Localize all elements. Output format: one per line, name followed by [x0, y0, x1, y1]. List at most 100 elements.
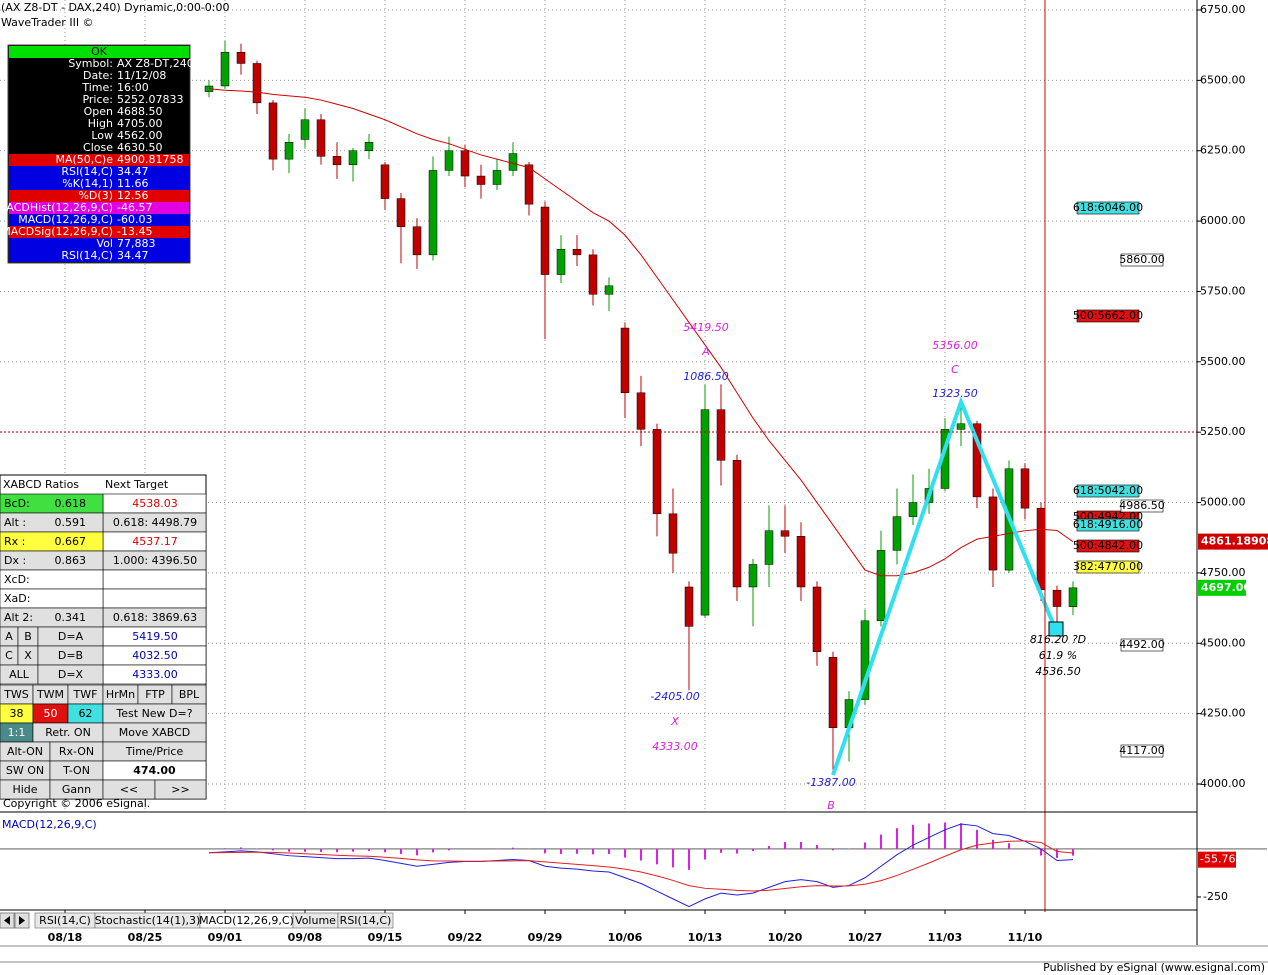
panel-button-label[interactable]: SW ON	[6, 764, 44, 777]
pattern-label: 816.20 ?D	[1030, 633, 1086, 646]
xabcd-button-label[interactable]: A	[5, 630, 13, 643]
candle-body	[588, 254, 598, 295]
window-title: (AX Z8-DT - DAX,240) Dynamic,0:00-0:00	[1, 1, 230, 14]
target-value: 4538.03	[132, 497, 178, 510]
candle-body	[652, 429, 662, 515]
histogram-bar	[352, 848, 354, 852]
tab[interactable]	[337, 912, 394, 929]
panel-button-label[interactable]: Retr. ON	[45, 726, 91, 739]
info-label: %D(3)	[78, 189, 113, 202]
level-label: 618:6046.00	[1073, 201, 1143, 214]
x-tick-label: 10/20	[768, 931, 803, 944]
panel-button-label[interactable]: FTP	[145, 688, 165, 701]
xabcd-button[interactable]	[37, 664, 104, 685]
info-row-bg	[9, 190, 189, 202]
info-label: MACDHist(12,26,9,C)	[0, 201, 113, 214]
panel-button-label[interactable]: Time/Price	[125, 745, 184, 758]
xabcd-header: XABCD Ratios	[3, 478, 79, 491]
pane-title: MACD(12,26,9,C)	[2, 818, 97, 831]
xabcd-button-label[interactable]: D=A	[58, 630, 84, 643]
level-box	[1120, 253, 1164, 267]
candle-body	[492, 170, 502, 185]
panel-button-label[interactable]: BPL	[179, 688, 200, 701]
panel-button-label[interactable]: Alt-ON	[7, 745, 43, 758]
histogram-bar	[960, 823, 962, 849]
xabcd-button-label[interactable]: B	[24, 630, 32, 643]
panel-button[interactable]	[154, 779, 207, 800]
panel-button-label[interactable]: 50	[44, 707, 58, 720]
candle-body	[508, 153, 518, 171]
info-label: Open	[84, 105, 113, 118]
info-label: Low	[91, 129, 113, 142]
info-value: -46.57	[117, 201, 152, 214]
info-row-bg	[9, 214, 189, 226]
histogram-bar	[928, 823, 930, 849]
info-row-bg	[9, 166, 189, 178]
candle-body	[1036, 507, 1046, 591]
panel-button-label[interactable]: Hide	[12, 783, 37, 796]
xabcd-button-label[interactable]: D=B	[58, 649, 83, 662]
info-value: 34.47	[117, 249, 149, 262]
xabcd-button-label[interactable]: C	[5, 649, 13, 662]
pattern-label: A	[701, 345, 710, 358]
xabcd-button-label[interactable]: ALL	[9, 668, 30, 681]
level-label: 500:4842.00	[1073, 539, 1143, 552]
tab-label[interactable]: Volume	[295, 914, 336, 927]
panel-button-label[interactable]: Gann	[62, 783, 91, 796]
histogram-bar	[416, 848, 418, 856]
panel-button-label[interactable]: TWF	[73, 688, 98, 701]
level-box	[1076, 560, 1140, 574]
histogram-bar	[400, 848, 402, 854]
tab-label[interactable]: RSI(14,C)	[340, 914, 392, 927]
histogram-bar	[752, 848, 754, 852]
tab-label[interactable]: Stochastic(14(1),3)	[95, 914, 201, 927]
candle-body	[268, 102, 278, 160]
panel-button-label[interactable]: >>	[171, 783, 189, 796]
xabcd-button-label[interactable]: D=X	[58, 668, 84, 681]
target-value: 5419.50	[132, 630, 178, 643]
candle-body	[380, 164, 390, 199]
xabcd-button-label[interactable]: X	[24, 649, 32, 662]
candle-body	[332, 156, 342, 166]
y-tick-label: 4000.00	[1200, 777, 1246, 790]
ratio-value: 0.341	[55, 611, 87, 624]
panel-button-label[interactable]: Rx-ON	[59, 745, 94, 758]
panel-button-label[interactable]: 38	[10, 707, 24, 720]
panel-button-label[interactable]: Move XABCD	[119, 726, 191, 739]
panel-button-label[interactable]: Test New D=?	[115, 707, 192, 720]
info-row-bg	[9, 58, 189, 70]
info-row-bg	[9, 178, 189, 190]
panel-button-label[interactable]: HrMn	[106, 688, 135, 701]
info-row-bg	[9, 154, 189, 166]
pattern-label: 61.9 %	[1039, 649, 1077, 662]
panel-button-label[interactable]: 474.00	[133, 764, 176, 777]
pattern-label: 1323.50	[932, 387, 978, 400]
histogram-bar	[1008, 843, 1010, 849]
level-label: 5860.00	[1119, 253, 1165, 266]
histogram-bar	[560, 848, 562, 854]
candle-body	[476, 175, 486, 185]
level-box	[1120, 638, 1164, 652]
histogram-bar	[576, 848, 578, 854]
info-label: RSI(14,C)	[61, 165, 113, 178]
pattern-label: 5419.50	[683, 321, 729, 334]
candle-body	[1020, 468, 1030, 509]
level-box	[1076, 518, 1140, 532]
ma-tag-label: 4861.18908	[1201, 535, 1268, 548]
panel-button-label[interactable]: TWS	[3, 688, 29, 701]
overlays: 5419.50 A 1086.50 5356.00 C 1323.50 -2405.00 X 4…	[650, 201, 1268, 868]
y-tick-label: 6750.00	[1200, 3, 1246, 16]
tab-label[interactable]: RSI(14,C)	[39, 914, 91, 927]
panel-button-label[interactable]: <<	[120, 783, 138, 796]
panel-button-label[interactable]: TWM	[36, 688, 64, 701]
info-value: 4705.00	[117, 117, 163, 130]
panel-button-label[interactable]: T-ON	[62, 764, 90, 777]
info-row-bg	[9, 238, 189, 250]
xabcd-cell	[102, 588, 207, 609]
pattern-label: B	[827, 799, 835, 812]
y-tick-label: -250	[1203, 890, 1228, 903]
x-tick-label: 11/03	[928, 931, 963, 944]
panel-button-label[interactable]: 1:1	[8, 726, 26, 739]
tab-label[interactable]: MACD(12,26,9,C)	[199, 914, 294, 927]
panel-button-label[interactable]: 62	[79, 707, 93, 720]
